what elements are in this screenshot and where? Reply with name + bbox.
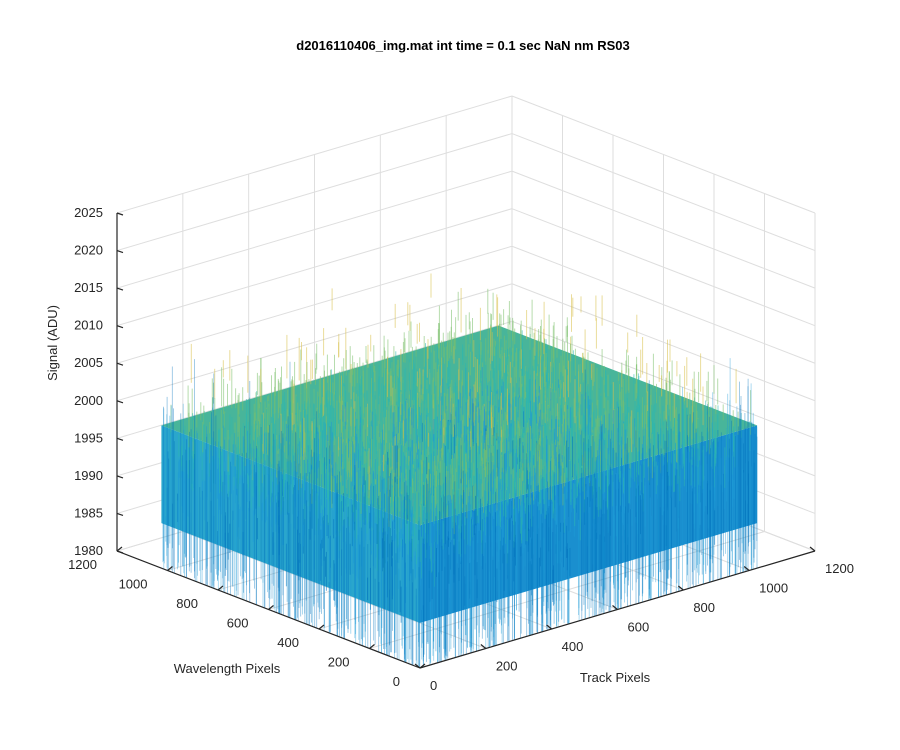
tick-layer: 1980198519901995200020052010201520202025… [68,205,854,693]
x-tick-label: 0 [430,678,437,693]
x-tick-mark [809,546,816,552]
y-tick-mark [116,546,123,552]
surface-layer [161,273,758,668]
z-tick-mark [116,475,124,479]
y-tick-mark [217,585,224,591]
x-tick-mark [612,605,618,610]
y-tick-label: 800 [176,596,198,611]
z-tick-mark [116,550,124,554]
z-tick-mark [116,362,124,366]
x-tick-label: 1000 [759,581,788,596]
y-tick-mark [318,624,325,630]
z-tick-label: 2000 [74,393,103,408]
z-tick-mark [116,437,124,441]
gridline-floor-y [369,531,765,649]
x-tick-label: 800 [693,600,715,615]
x-tick-label: 1200 [825,561,854,576]
x-tick-mark [677,585,684,591]
x-tick-label: 400 [562,639,584,654]
y-tick-label: 400 [277,635,299,650]
z-tick-label: 1980 [74,543,103,558]
z-tick-label: 2010 [74,318,103,333]
z-tick-mark [116,400,124,404]
z-tick-label: 2025 [74,205,103,220]
y-tick-mark [167,566,173,571]
y-tick-label: 200 [328,655,350,670]
x-tick-mark [414,663,421,669]
chart-title: d2016110406_img.mat int time = 0.1 sec N… [296,38,629,53]
y-tick-label: 0 [393,674,400,689]
x-tick-label: 200 [496,659,518,674]
z-tick-mark [116,212,124,216]
x-tick-mark [480,644,487,649]
y-axis-label: Wavelength Pixels [174,661,281,676]
z-tick-label: 2015 [74,280,103,295]
x-tick-mark [743,566,750,571]
z-tick-label: 2020 [74,243,103,258]
x-tick-mark [546,624,553,630]
y-tick-mark [419,663,426,669]
y-tick-mark [268,605,274,610]
y-tick-label: 1200 [68,557,97,572]
z-tick-mark [116,249,124,254]
x-axis-label: Track Pixels [580,670,651,685]
z-tick-mark [116,512,124,517]
y-tick-mark [369,644,375,649]
z-tick-label: 2005 [74,355,103,370]
z-tick-mark [116,287,124,291]
y-tick-label: 600 [227,616,249,631]
x-tick-label: 600 [628,620,650,635]
z-axis-label: Signal (ADU) [45,305,60,381]
z-tick-label: 1990 [74,468,103,483]
z-tick-mark [116,325,124,329]
z-tick-label: 1985 [74,505,103,520]
y-tick-label: 1000 [119,577,148,592]
z-tick-label: 1995 [74,430,103,445]
